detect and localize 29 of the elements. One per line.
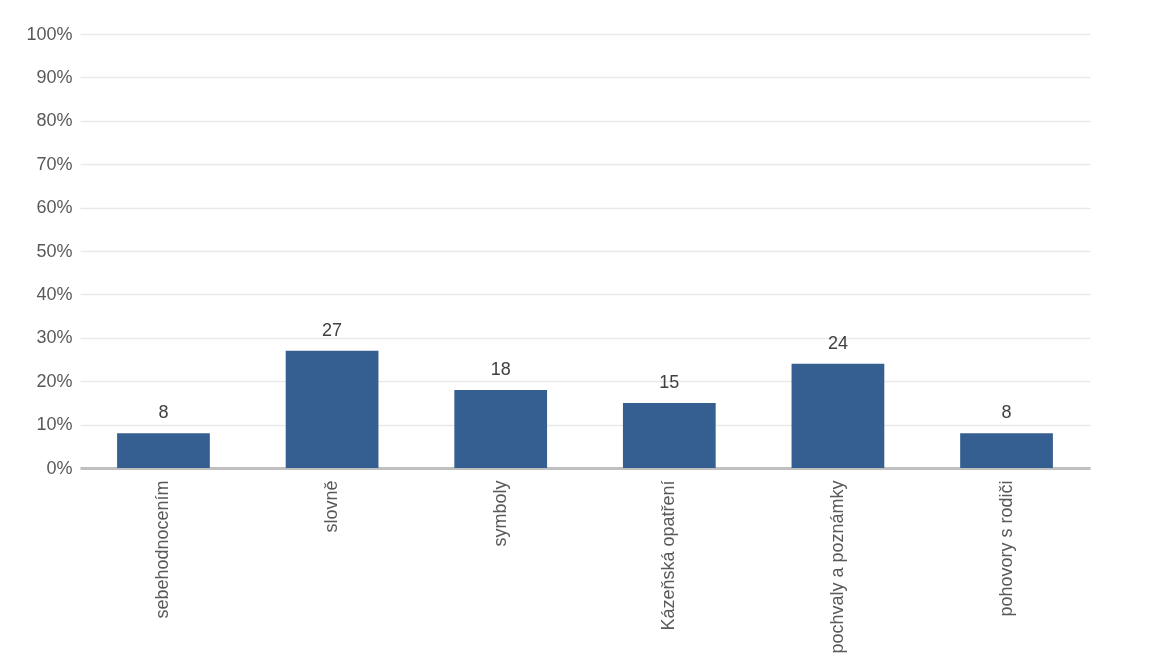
data-label: 18	[490, 358, 511, 379]
y-tick-label: 100%	[26, 23, 73, 44]
x-tick-label: slovně	[321, 480, 342, 533]
y-tick-label: 90%	[36, 66, 73, 87]
data-label: 8	[158, 402, 169, 423]
y-tick-label: 80%	[36, 110, 73, 131]
y-tick-label: 20%	[36, 370, 73, 391]
x-tick-label: symboly	[489, 480, 510, 547]
y-tick-label: 70%	[36, 153, 73, 174]
y-tick-label: 0%	[46, 457, 73, 478]
x-tick-label: pochvaly a poznámky	[826, 480, 847, 654]
bar	[117, 433, 210, 468]
x-tick-label: sebehodnocením	[152, 480, 173, 619]
x-tick-label: Kázeňská opatření	[658, 480, 679, 631]
data-label: 27	[322, 319, 343, 340]
data-label: 24	[827, 332, 848, 353]
bar	[454, 389, 548, 468]
y-tick-label: 30%	[36, 327, 73, 348]
bar	[791, 363, 885, 468]
bar	[622, 402, 716, 468]
bar	[960, 433, 1053, 468]
y-tick-label: 60%	[36, 197, 73, 218]
y-tick-label: 50%	[36, 240, 73, 261]
y-tick-label: 40%	[36, 283, 73, 304]
x-tick-label: pohovory s rodiči	[995, 480, 1016, 617]
data-label: 8	[1001, 402, 1012, 423]
y-tick-label: 10%	[36, 414, 73, 435]
data-label: 15	[659, 371, 680, 392]
bar	[285, 350, 379, 468]
